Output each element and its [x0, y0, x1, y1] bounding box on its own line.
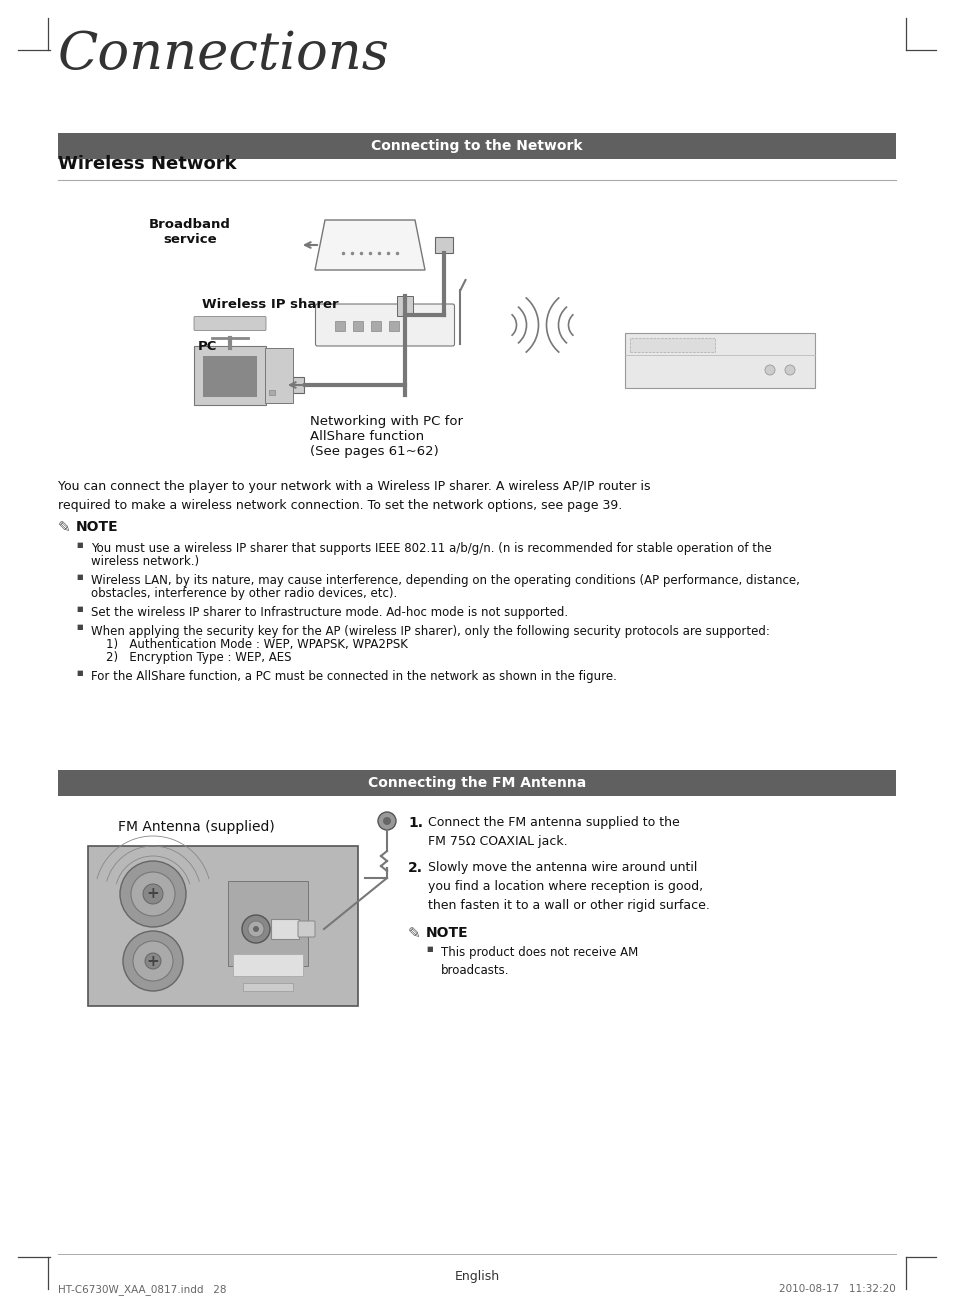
Text: When applying the security key for the AP (wireless IP sharer), only the followi: When applying the security key for the A…: [91, 625, 769, 638]
Text: obstacles, interference by other radio devices, etc).: obstacles, interference by other radio d…: [91, 588, 396, 600]
Circle shape: [784, 365, 794, 375]
Bar: [435, 237, 453, 254]
Bar: [228, 881, 308, 966]
Circle shape: [123, 931, 183, 991]
Circle shape: [242, 915, 270, 942]
Text: ■: ■: [76, 670, 83, 676]
Text: FM Antenna (supplied): FM Antenna (supplied): [118, 819, 274, 834]
Bar: [371, 322, 380, 331]
Bar: [58, 133, 895, 159]
Circle shape: [377, 812, 395, 830]
Text: NOTE: NOTE: [426, 925, 468, 940]
Text: ■: ■: [76, 574, 83, 580]
Text: Connections: Connections: [58, 29, 390, 80]
Bar: [629, 339, 715, 352]
Text: Set the wireless IP sharer to Infrastructure mode. Ad-hoc mode is not supported.: Set the wireless IP sharer to Infrastruc…: [91, 606, 568, 620]
Bar: [243, 983, 293, 991]
Text: PC: PC: [198, 340, 217, 353]
Text: +: +: [147, 954, 159, 968]
Bar: [269, 389, 274, 395]
Circle shape: [248, 921, 264, 937]
Text: You must use a wireless IP sharer that supports IEEE 802.11 a/b/g/n. (n is recom: You must use a wireless IP sharer that s…: [91, 542, 771, 555]
Bar: [88, 846, 357, 1006]
Text: 1.: 1.: [408, 816, 422, 830]
Bar: [353, 322, 363, 331]
Text: ■: ■: [426, 946, 432, 951]
Text: 2.: 2.: [408, 861, 422, 874]
Text: ✎: ✎: [58, 520, 71, 535]
Text: 2)   Encryption Type : WEP, AES: 2) Encryption Type : WEP, AES: [91, 651, 292, 664]
Text: Connecting to the Network: Connecting to the Network: [371, 139, 582, 153]
Text: Wireless IP sharer: Wireless IP sharer: [201, 298, 338, 311]
Polygon shape: [314, 220, 424, 271]
Circle shape: [131, 872, 174, 916]
Circle shape: [253, 925, 258, 932]
Bar: [624, 332, 814, 387]
Text: Broadband
service: Broadband service: [149, 218, 231, 246]
Bar: [58, 770, 895, 796]
Circle shape: [132, 941, 172, 982]
Bar: [335, 322, 345, 331]
Bar: [271, 919, 298, 938]
Text: NOTE: NOTE: [76, 520, 118, 535]
FancyBboxPatch shape: [193, 316, 266, 331]
FancyBboxPatch shape: [315, 305, 454, 346]
Circle shape: [143, 884, 163, 904]
Text: ■: ■: [76, 542, 83, 548]
Text: For the AllShare function, a PC must be connected in the network as shown in the: For the AllShare function, a PC must be …: [91, 670, 617, 684]
Text: Connecting the FM Antenna: Connecting the FM Antenna: [368, 776, 585, 789]
Text: You can connect the player to your network with a Wireless IP sharer. A wireless: You can connect the player to your netwo…: [58, 480, 650, 511]
Text: Wireless Network: Wireless Network: [58, 156, 236, 173]
Text: This product does not receive AM
broadcasts.: This product does not receive AM broadca…: [440, 946, 638, 978]
Text: Slowly move the antenna wire around until
you find a location where reception is: Slowly move the antenna wire around unti…: [428, 861, 709, 912]
Circle shape: [382, 817, 391, 825]
FancyBboxPatch shape: [193, 345, 266, 404]
Text: +: +: [147, 886, 159, 902]
Bar: [396, 295, 413, 316]
Text: Networking with PC for
AllShare function
(See pages 61~62): Networking with PC for AllShare function…: [310, 416, 462, 457]
Circle shape: [120, 861, 186, 927]
Text: wireless network.): wireless network.): [91, 555, 199, 569]
Text: ■: ■: [76, 606, 83, 612]
Bar: [233, 954, 303, 976]
Bar: [389, 322, 398, 331]
Text: ■: ■: [76, 625, 83, 630]
Text: English: English: [454, 1270, 499, 1283]
Circle shape: [764, 365, 774, 375]
Circle shape: [145, 953, 161, 968]
Bar: [286, 376, 304, 393]
Text: 2010-08-17   11:32:20: 2010-08-17 11:32:20: [779, 1283, 895, 1294]
Text: Wireless LAN, by its nature, may cause interference, depending on the operating : Wireless LAN, by its nature, may cause i…: [91, 574, 799, 587]
Text: HT-C6730W_XAA_0817.indd   28: HT-C6730W_XAA_0817.indd 28: [58, 1283, 226, 1295]
FancyBboxPatch shape: [297, 921, 314, 937]
Text: Connect the FM antenna supplied to the
FM 75Ω COAXIAL jack.: Connect the FM antenna supplied to the F…: [428, 816, 679, 848]
Text: 1)   Authentication Mode : WEP, WPAPSK, WPA2PSK: 1) Authentication Mode : WEP, WPAPSK, WP…: [91, 638, 408, 651]
Bar: [265, 348, 293, 403]
Text: ✎: ✎: [408, 925, 420, 941]
Bar: [203, 356, 256, 396]
